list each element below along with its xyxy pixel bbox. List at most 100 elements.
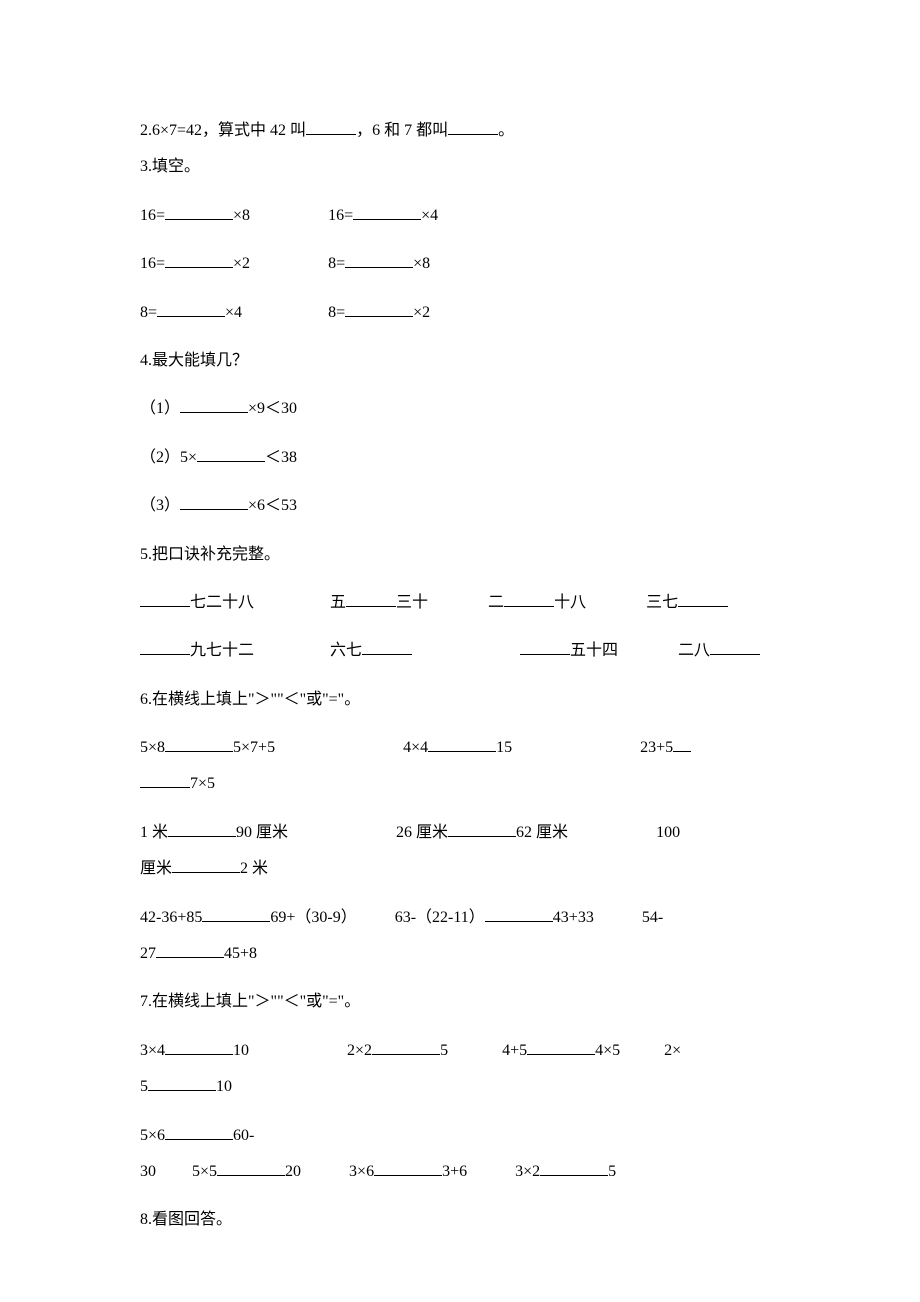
q3-r1b-blank[interactable] [353, 203, 421, 220]
q7-r2b-l: 30 [140, 1163, 156, 1180]
q4-l2-pre: （2）5× [140, 449, 197, 466]
q6-r3b-r: 43+33 [553, 909, 594, 926]
q6-row3b: 27 45+8 [140, 939, 780, 969]
q7-r1d2-r: 10 [216, 1078, 232, 1095]
q4-l1-blank[interactable] [180, 396, 248, 413]
q7-r2e-r: 5 [608, 1163, 616, 1180]
q3-r2a-suf: ×2 [233, 255, 250, 272]
q7-r1c-l: 4+5 [502, 1042, 527, 1059]
q7-r1a-r: 10 [233, 1042, 249, 1059]
q7-r1b-l: 2×2 [347, 1042, 372, 1059]
q6-r3c2-l: 27 [140, 945, 156, 962]
q3-r2a-pre: 16= [140, 255, 165, 272]
q6-r2b-r: 62 厘米 [516, 824, 568, 841]
q3-row3: 8=×4 8=×2 [140, 298, 780, 328]
q5-r1a: 七二十八 [190, 594, 254, 611]
q3-r3a-blank[interactable] [157, 300, 225, 317]
q5-r2b-blank[interactable] [362, 638, 412, 655]
q6-r2b-blank[interactable] [448, 820, 516, 837]
q5-r1b-suf: 三十 [396, 594, 428, 611]
q7-r2b-sep [156, 1163, 188, 1180]
q5-r1d-blank[interactable] [678, 590, 728, 607]
q7-r1b-blank[interactable] [372, 1038, 440, 1055]
q7-r2c-l: 5×5 [192, 1163, 217, 1180]
q8-title: 8.看图回答。 [140, 1205, 780, 1235]
q7-r2e-blank[interactable] [540, 1159, 608, 1176]
q3-r3b-blank[interactable] [345, 300, 413, 317]
q6-row2b: 厘米2 米 [140, 854, 780, 884]
q7-r1b-r: 5 [440, 1042, 448, 1059]
q6-r2c2-blank[interactable] [172, 856, 240, 873]
q5-r2a-blank[interactable] [140, 638, 190, 655]
q4-title: 4.最大能填几？ [140, 346, 780, 376]
q4-l3: （3）×6＜53 [140, 491, 780, 521]
q6-r1c-blank-partial[interactable] [673, 735, 691, 752]
q3-r2b-blank[interactable] [345, 251, 413, 268]
q6-row1a: 5×85×7+5 4×415 23+5 [140, 733, 780, 763]
q2-line: 2.6×7=42，算式中 42 叫 ，6 和 7 都叫 。 [140, 116, 780, 146]
q7-row2a: 5×6 60- [140, 1121, 780, 1151]
q6-r2a-r: 90 厘米 [236, 824, 288, 841]
q6-r3c2-r: 45+8 [224, 945, 257, 962]
q4-l1: （1）×9＜30 [140, 394, 780, 424]
q6-r2b-l: 26 厘米 [396, 824, 448, 841]
q5-r2d-blank[interactable] [710, 638, 760, 655]
q3-r1a-blank[interactable] [165, 203, 233, 220]
q3-r2a-blank[interactable] [165, 251, 233, 268]
q6-r2a-blank[interactable] [168, 820, 236, 837]
q3-r3b-pre: 8= [328, 304, 345, 321]
q2-blank1[interactable] [306, 118, 356, 135]
q7-r1d2-l: 5 [140, 1078, 148, 1095]
q3-row1: 16=×8 16=×4 [140, 201, 780, 231]
q7-r2a-l: 5×6 [140, 1127, 165, 1144]
q4-l2-blank[interactable] [197, 445, 265, 462]
q6-r1a-r: 5×7+5 [233, 739, 275, 756]
q7-r2e-l: 3×2 [515, 1163, 540, 1180]
q5-row1: 七二十八 五三十 二十八 三七 [140, 588, 780, 618]
q5-r2b-pre: 六七 [330, 642, 362, 659]
q4-l3-suf: ×6＜53 [248, 497, 297, 514]
q6-row2a: 1 米90 厘米 26 厘米62 厘米 100 [140, 818, 780, 848]
q7-r2c-blank[interactable] [217, 1159, 285, 1176]
q2-end: 。 [498, 122, 514, 139]
q4-l3-blank[interactable] [180, 493, 248, 510]
q6-r1a-blank[interactable] [165, 735, 233, 752]
q6-r3c-l: 54- [642, 909, 663, 926]
q2-blank2[interactable] [448, 118, 498, 135]
q7-r2a-r: 60- [233, 1127, 254, 1144]
q3-r3a-suf: ×4 [225, 304, 242, 321]
q7-r1a-l: 3×4 [140, 1042, 165, 1059]
q7-r1d2-blank[interactable] [148, 1074, 216, 1091]
q3-r3a-pre: 8= [140, 304, 157, 321]
q7-r1c-blank[interactable] [527, 1038, 595, 1055]
q6-r3b-l: 63-（22-11） [395, 909, 485, 926]
q5-r1a-blank[interactable] [140, 590, 190, 607]
q6-r3a-blank[interactable] [202, 905, 270, 922]
q4-l2: （2）5× ＜38 [140, 443, 780, 473]
q4-l2-suf: ＜38 [265, 449, 297, 466]
page: 2.6×7=42，算式中 42 叫，6 和 7 都叫。 3.填空。 16=×8 … [0, 0, 920, 1302]
q7-row1b: 5 10 [140, 1072, 780, 1102]
q5-r1c-blank[interactable] [504, 590, 554, 607]
q7-r2a-blank[interactable] [165, 1123, 233, 1140]
q6-r3b-blank[interactable] [485, 905, 553, 922]
q5-r1b-blank[interactable] [346, 590, 396, 607]
q6-r3c2-blank[interactable] [156, 941, 224, 958]
q6-r1a-l: 5×8 [140, 739, 165, 756]
q5-title: 5.把口诀补充完整。 [140, 540, 780, 570]
q5-r2c-blank[interactable] [520, 638, 570, 655]
q6-r1d-blank[interactable] [140, 771, 190, 788]
q6-r1b-blank[interactable] [428, 735, 496, 752]
q6-row1b: 7×5 [140, 769, 780, 799]
q2-pre: 2.6×7=42，算式中 42 叫 [140, 122, 306, 139]
q7-r1c-r: 4×5 [595, 1042, 620, 1059]
q2-mid: ，6 和 7 都叫 [356, 122, 448, 139]
q5-r1c-suf: 十八 [554, 594, 586, 611]
q7-r1a-blank[interactable] [165, 1038, 233, 1055]
q6-r2a-l: 1 米 [140, 824, 168, 841]
q7-r2d-l: 3×6 [349, 1163, 374, 1180]
q6-r2c2-l: 厘米 [140, 860, 172, 877]
q6-row3a: 42-36+8569+（30-9） 63-（22-11）43+33 54- [140, 903, 780, 933]
q7-r2d-blank[interactable] [374, 1159, 442, 1176]
q3-r1b-pre: 16= [328, 207, 353, 224]
